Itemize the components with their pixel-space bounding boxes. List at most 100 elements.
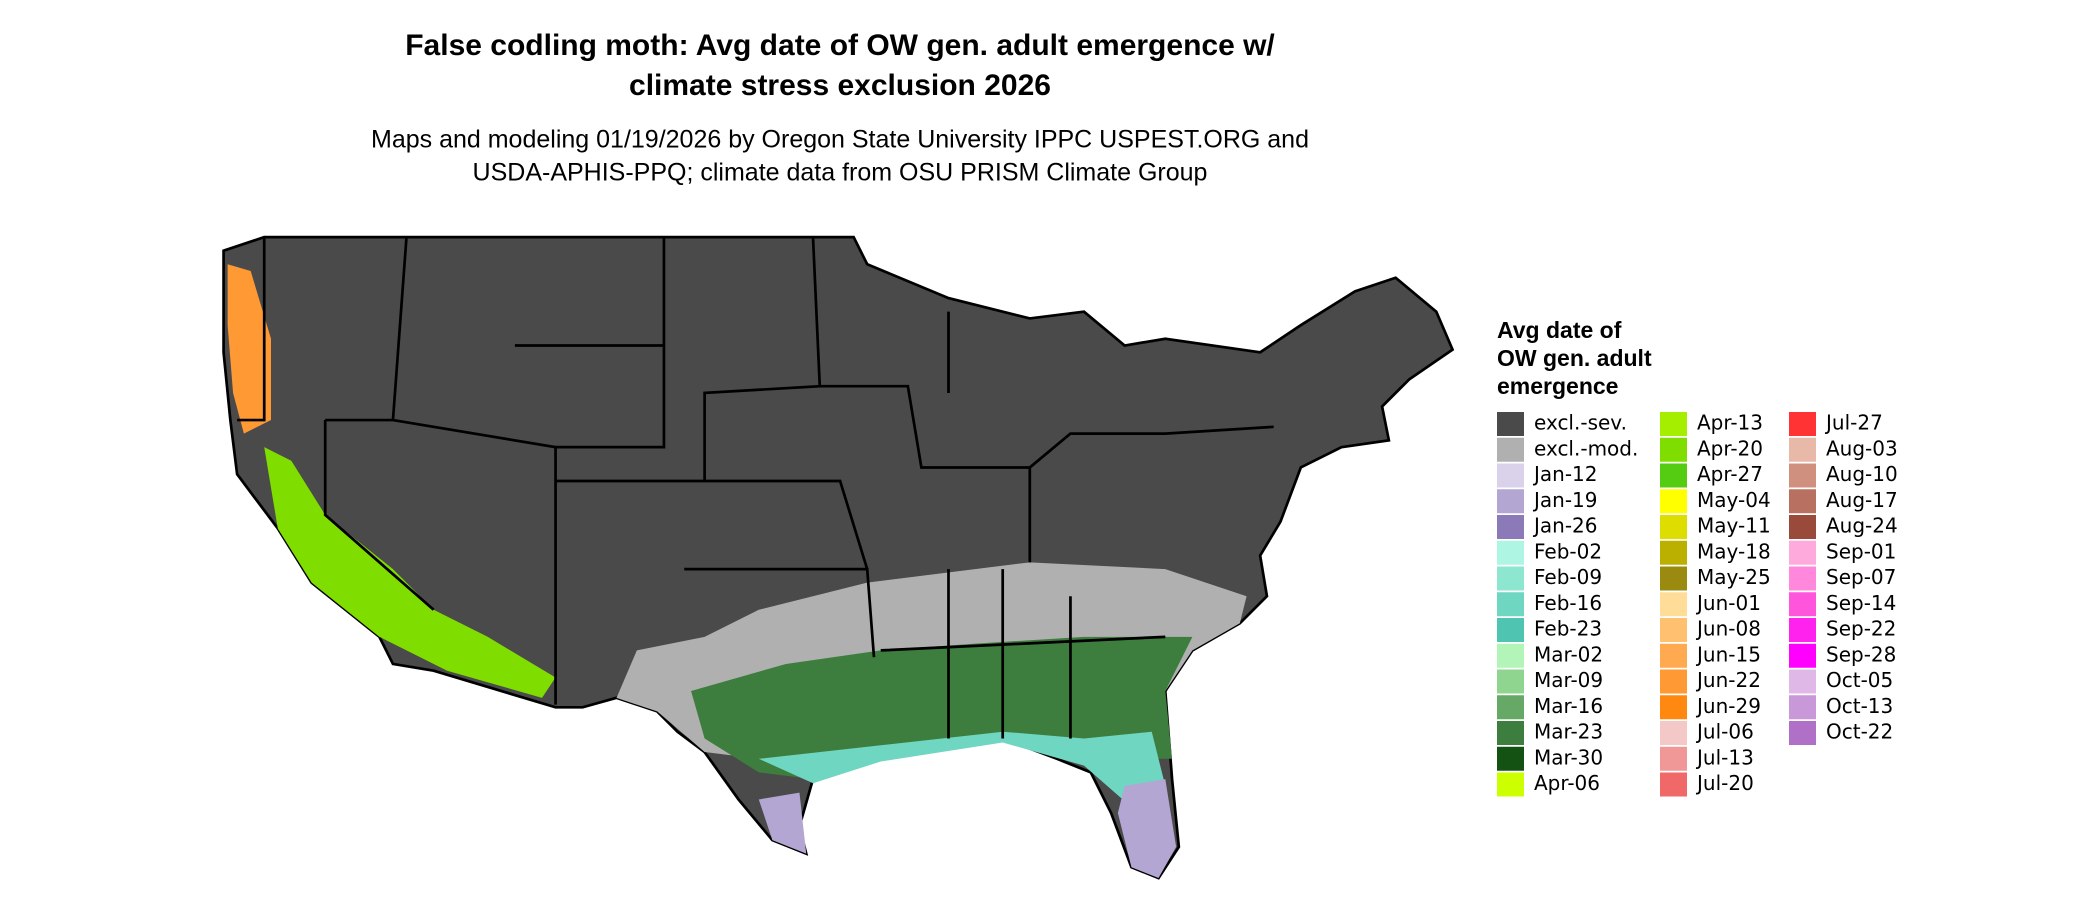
legend-swatch (1660, 566, 1687, 591)
legend-swatch (1497, 412, 1524, 436)
legend-swatch (1497, 695, 1524, 720)
state-lines (237, 237, 1274, 739)
legend-label: Jan-19 (1532, 488, 1598, 512)
legend-swatch (1660, 592, 1687, 617)
legend-label: Sep-07 (1826, 565, 1896, 589)
legend-label: Apr-13 (1697, 411, 1763, 435)
legend-swatch (1660, 412, 1687, 436)
legend-label: Jan-26 (1532, 514, 1598, 538)
legend-label: May-18 (1697, 539, 1771, 563)
legend-label: Feb-09 (1534, 565, 1602, 589)
title: False codling moth: Avg date of OW gen. … (405, 29, 1275, 62)
legend-swatch (1497, 772, 1524, 797)
legend-label: Mar-30 (1534, 745, 1603, 769)
legend-swatch (1789, 489, 1816, 514)
legend-label: Mar-23 (1534, 720, 1603, 744)
legend-label: Apr-20 (1697, 436, 1763, 460)
subtitle: USDA-APHIS-PPQ; climate data from OSU PR… (473, 159, 1208, 187)
legend-swatch (1789, 437, 1816, 462)
legend-swatch (1660, 515, 1687, 539)
legend-swatch (1660, 746, 1687, 771)
legend-label: Sep-28 (1826, 642, 1896, 666)
map (222, 235, 1455, 880)
legend-label: excl.-sev. (1534, 411, 1627, 435)
legend-label: Jul-06 (1695, 720, 1754, 744)
legend-label: Jun-22 (1695, 668, 1761, 692)
legend-label: Feb-23 (1534, 617, 1602, 641)
legend-swatch (1789, 515, 1816, 539)
legend-swatch (1789, 695, 1816, 720)
legend-label: Jan-12 (1532, 462, 1598, 486)
legend-title: Avg date of (1497, 317, 1622, 343)
legend-label: Jun-15 (1695, 642, 1761, 666)
legend-swatch (1660, 489, 1687, 514)
legend-swatch (1660, 643, 1687, 668)
legend-swatch (1497, 721, 1524, 745)
teal-zone (758, 731, 1166, 813)
legend-label: Apr-06 (1534, 771, 1600, 795)
legend-label: May-11 (1697, 514, 1771, 538)
legend-swatch (1660, 618, 1687, 642)
legend-swatch (1789, 669, 1816, 694)
legend-label: Oct-13 (1826, 694, 1893, 718)
legend-swatch (1789, 463, 1816, 488)
legend-label: Oct-05 (1826, 668, 1893, 692)
legend-label: Jul-20 (1695, 771, 1754, 795)
legend-label: Feb-02 (1534, 539, 1602, 563)
legend-label: Sep-14 (1826, 591, 1896, 615)
legend-label: Mar-02 (1534, 642, 1603, 666)
legend-label: excl.-mod. (1534, 436, 1638, 460)
legend-swatch (1660, 463, 1687, 488)
legend-swatch (1497, 669, 1524, 694)
legend-swatch (1497, 489, 1524, 514)
legend-swatch (1497, 746, 1524, 771)
legend-label: Feb-16 (1534, 591, 1602, 615)
legend-swatch (1660, 669, 1687, 694)
legend-swatch (1497, 463, 1524, 488)
legend-swatch (1497, 643, 1524, 668)
legend-swatch (1789, 566, 1816, 591)
legend-label: Mar-16 (1534, 694, 1603, 718)
legend-title: OW gen. adult (1497, 345, 1652, 371)
legend-swatch (1497, 515, 1524, 539)
legend-label: Jul-13 (1695, 745, 1754, 769)
west-orange-zone (227, 264, 271, 434)
legend-label: Sep-01 (1826, 539, 1896, 563)
legend-swatch (1789, 618, 1816, 642)
legend-swatch (1789, 721, 1816, 745)
legend-label: Aug-24 (1826, 514, 1898, 538)
legend-swatch (1497, 618, 1524, 642)
legend-swatch (1497, 540, 1524, 565)
legend-swatch (1660, 772, 1687, 797)
subtitle: Maps and modeling 01/19/2026 by Oregon S… (371, 126, 1309, 154)
legend-label: Aug-03 (1826, 436, 1898, 460)
legend-swatch (1789, 540, 1816, 565)
legend-label: Aug-10 (1826, 462, 1898, 486)
legend-swatch (1660, 437, 1687, 462)
legend-label: Jun-08 (1695, 617, 1761, 641)
legend-label: Sep-22 (1826, 617, 1896, 641)
legend-swatch (1497, 566, 1524, 591)
legend-label: Oct-22 (1826, 720, 1893, 744)
legend-label: Mar-09 (1534, 668, 1603, 692)
legend-label: Jun-01 (1695, 591, 1761, 615)
legend-swatch (1660, 695, 1687, 720)
title: climate stress exclusion 2026 (629, 69, 1051, 102)
legend-swatch (1497, 592, 1524, 617)
legend-label: May-25 (1697, 565, 1771, 589)
legend-label: Aug-17 (1826, 488, 1898, 512)
legend-swatch (1789, 592, 1816, 617)
legend-swatch (1660, 721, 1687, 745)
legend-label: Apr-27 (1697, 462, 1763, 486)
west-green-zone (264, 447, 556, 698)
legend-swatch (1497, 437, 1524, 462)
legend-label: May-04 (1697, 488, 1771, 512)
legend-swatch (1660, 540, 1687, 565)
purple-zone (758, 779, 1177, 879)
legend-swatch (1789, 643, 1816, 668)
conus-outline (222, 235, 1455, 880)
legend-label: Jul-27 (1824, 411, 1883, 435)
legend-swatch (1789, 412, 1816, 436)
legend-title: emergence (1497, 373, 1618, 399)
